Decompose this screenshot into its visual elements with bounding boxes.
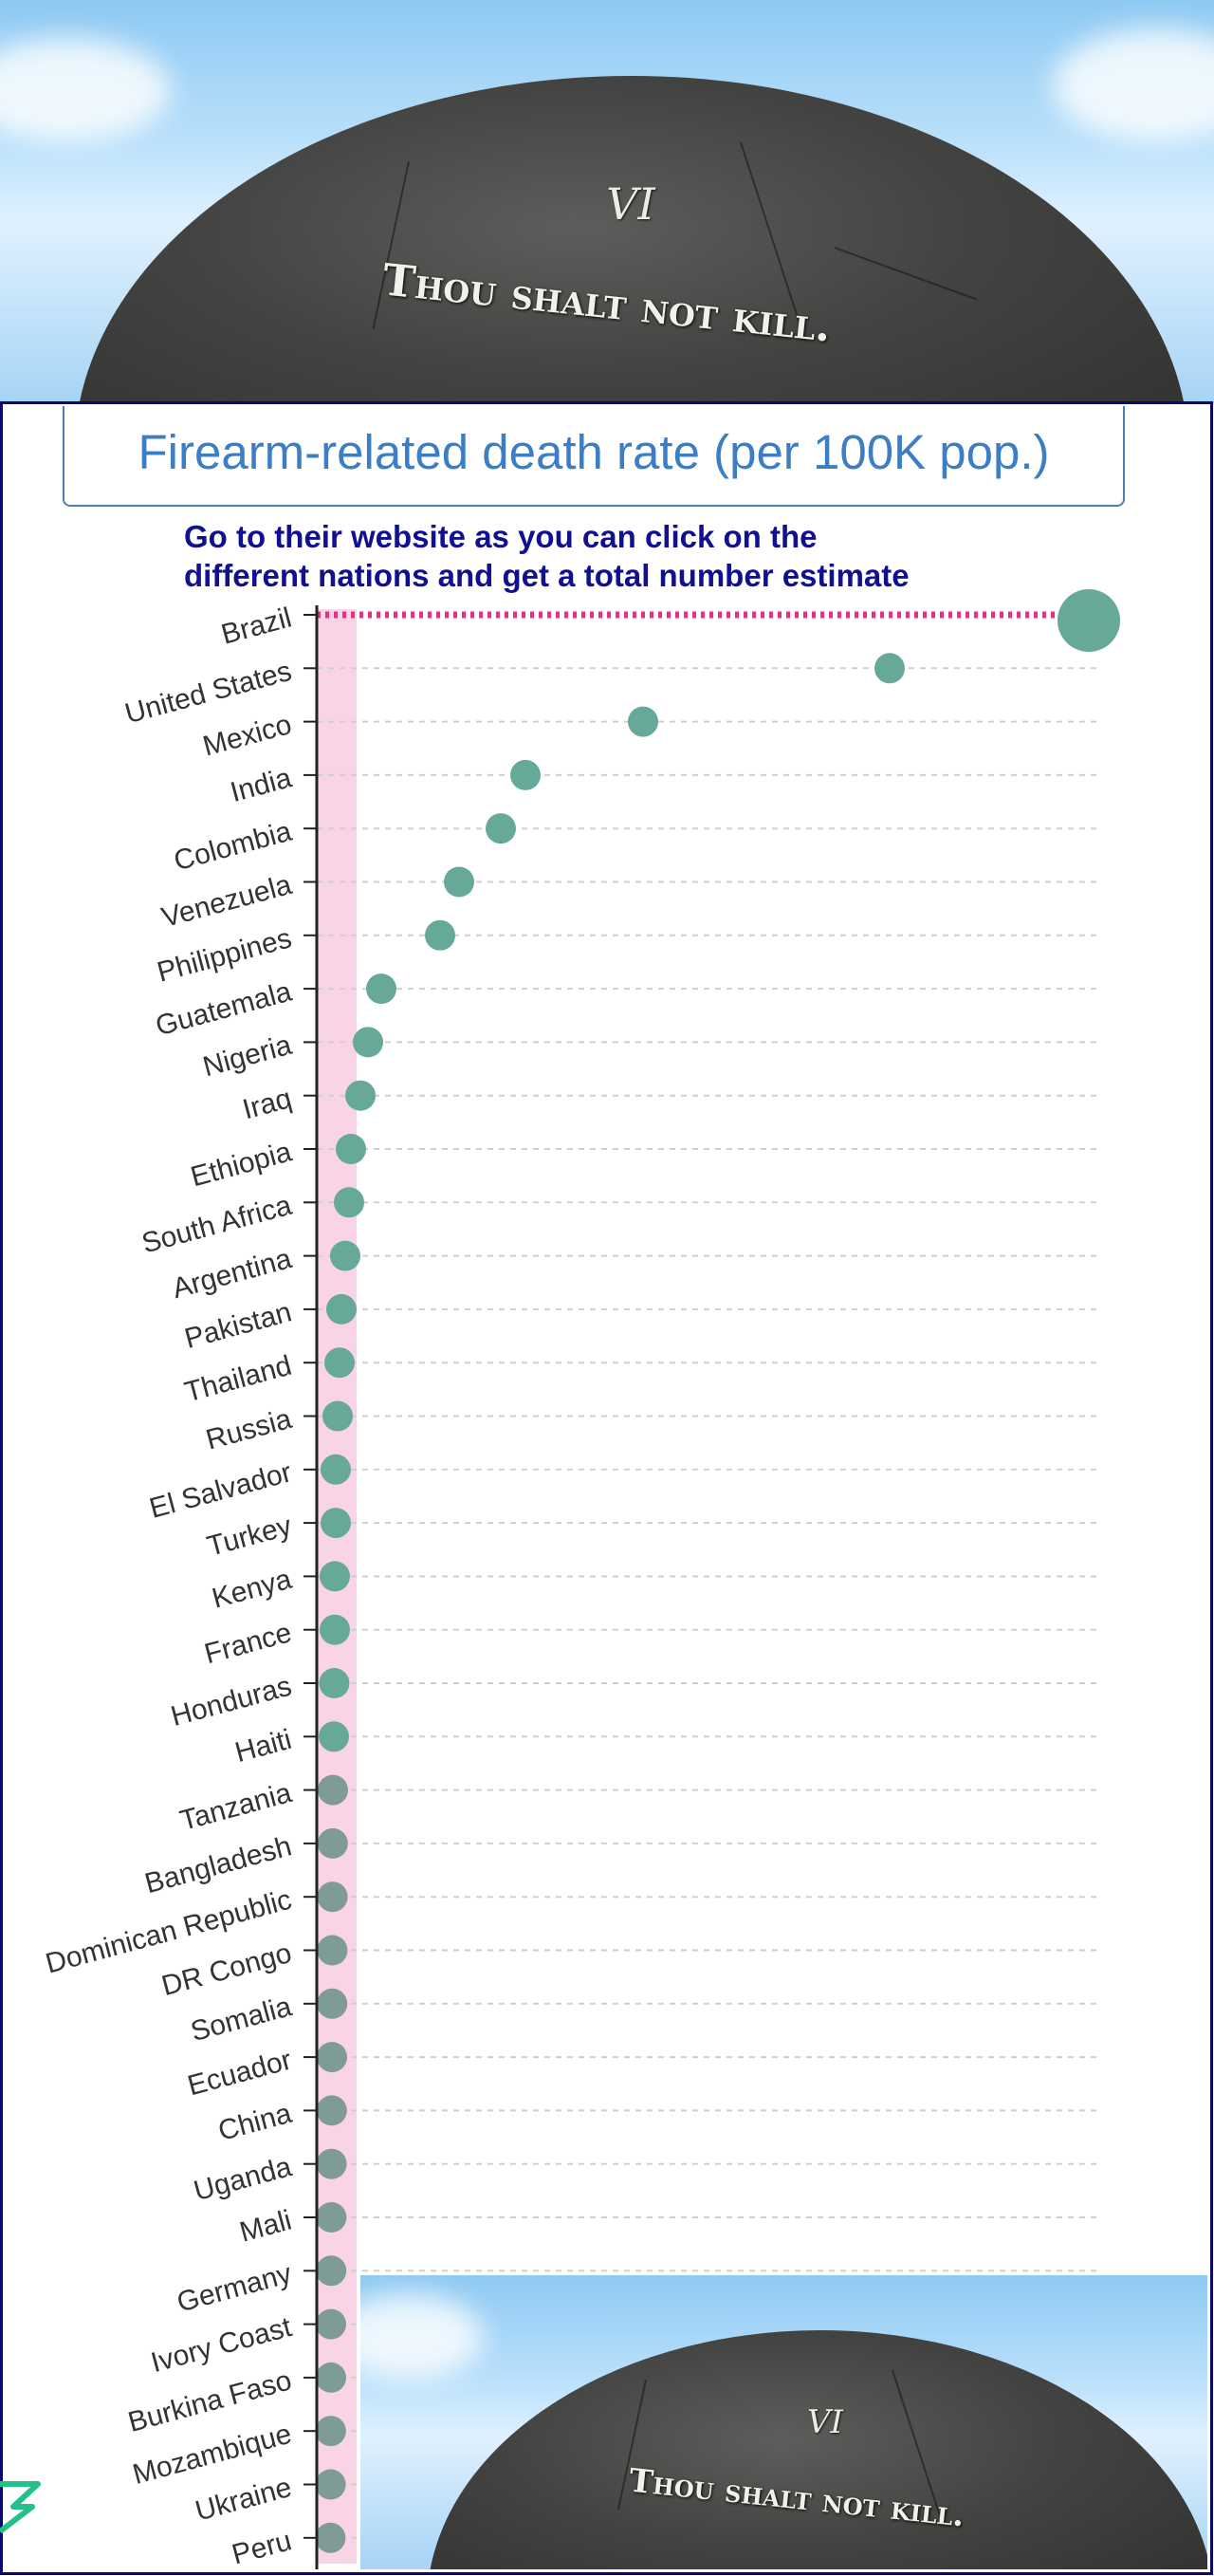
- chart-panel: [0, 401, 1213, 2575]
- y-tick-label: China: [215, 2098, 296, 2147]
- footer-image: VI Thou shalt not kill.: [360, 2275, 1207, 2569]
- y-tick-label: Haiti: [231, 1724, 295, 1769]
- y-tick-label: Honduras: [168, 1670, 295, 1733]
- y-tick-label: DR Congo: [158, 1937, 295, 2002]
- data-point: [316, 2308, 346, 2340]
- data-point: [324, 1347, 355, 1379]
- data-point: [317, 2042, 347, 2073]
- y-tick-label: Germany: [174, 2258, 295, 2319]
- y-tick-label: France: [201, 1617, 295, 1670]
- y-tick-label: Pakistan: [181, 1296, 295, 1355]
- data-point: [317, 1827, 348, 1859]
- data-point: [874, 653, 905, 684]
- data-point: [353, 1027, 383, 1058]
- y-tick-label: Ethiopia: [188, 1136, 296, 1193]
- y-tick-label: Ecuador: [184, 2045, 294, 2103]
- data-point: [315, 2522, 346, 2553]
- y-tick-label: Mali: [236, 2204, 295, 2248]
- data-point: [319, 1668, 350, 1698]
- y-tick-label: Thailand: [181, 1350, 295, 1409]
- data-point: [315, 2416, 346, 2447]
- data-point: [330, 1240, 360, 1271]
- header-image: VI Thou shalt not kill.: [0, 0, 1214, 404]
- data-point: [317, 1988, 348, 2019]
- roman-numeral: VI: [807, 2403, 843, 2441]
- brand-logo-icon: [0, 2481, 41, 2533]
- y-tick-label: Argentina: [169, 1243, 295, 1305]
- y-tick-label: Ukraine: [193, 2472, 295, 2528]
- data-point: [316, 2255, 347, 2287]
- data-point: [315, 2469, 346, 2500]
- note-line: different nations and get a total number…: [184, 558, 910, 593]
- data-point: [345, 1080, 376, 1111]
- data-point: [486, 813, 516, 844]
- data-point: [316, 2202, 347, 2233]
- y-tick-label: Turkey: [204, 1510, 295, 1563]
- y-tick-label: Colombia: [171, 816, 295, 878]
- data-point: [317, 1881, 348, 1913]
- data-point: [510, 759, 541, 790]
- data-point: [334, 1187, 364, 1218]
- data-point: [425, 919, 455, 951]
- data-point: [628, 706, 658, 737]
- y-tick-label: Iraq: [239, 1083, 294, 1125]
- data-point: [321, 1508, 351, 1539]
- note-text: Go to their website as you can click on …: [184, 517, 1057, 595]
- y-tick-label: Nigeria: [200, 1029, 296, 1084]
- data-point: [366, 973, 396, 1005]
- data-point: [316, 2095, 347, 2126]
- data-point: [318, 1774, 348, 1806]
- data-point: [316, 2148, 347, 2179]
- data-point: [322, 1400, 353, 1432]
- y-tick-label: Uganda: [191, 2151, 295, 2207]
- cloud: [1053, 28, 1214, 142]
- cloud: [360, 2294, 484, 2380]
- y-tick-label: Kenya: [209, 1564, 295, 1615]
- data-point: [444, 866, 474, 898]
- data-point: [317, 1935, 348, 1966]
- data-point: [321, 1454, 351, 1485]
- data-point: [1058, 589, 1120, 652]
- roman-numeral: VI: [606, 178, 655, 230]
- data-point: [319, 1721, 349, 1752]
- data-point: [336, 1134, 366, 1164]
- data-point: [326, 1293, 357, 1325]
- data-point: [320, 1561, 350, 1592]
- y-tick-label: India: [228, 762, 296, 808]
- y-tick-label: Mexico: [200, 709, 295, 762]
- data-point: [316, 2362, 346, 2393]
- chart-title: Firearm-related death rate (per 100K pop…: [63, 406, 1125, 507]
- y-tick-label: Brazil: [218, 602, 295, 650]
- note-line: Go to their website as you can click on …: [184, 519, 818, 554]
- y-tick-label: Russia: [203, 1403, 295, 1456]
- y-tick-label: Venezuela: [158, 869, 295, 934]
- y-tick-label: Tanzania: [176, 1777, 295, 1837]
- cloud: [0, 38, 171, 142]
- y-tick-label: Peru: [229, 2525, 295, 2570]
- data-point: [320, 1614, 350, 1645]
- y-tick-label: Somalia: [188, 1991, 296, 2048]
